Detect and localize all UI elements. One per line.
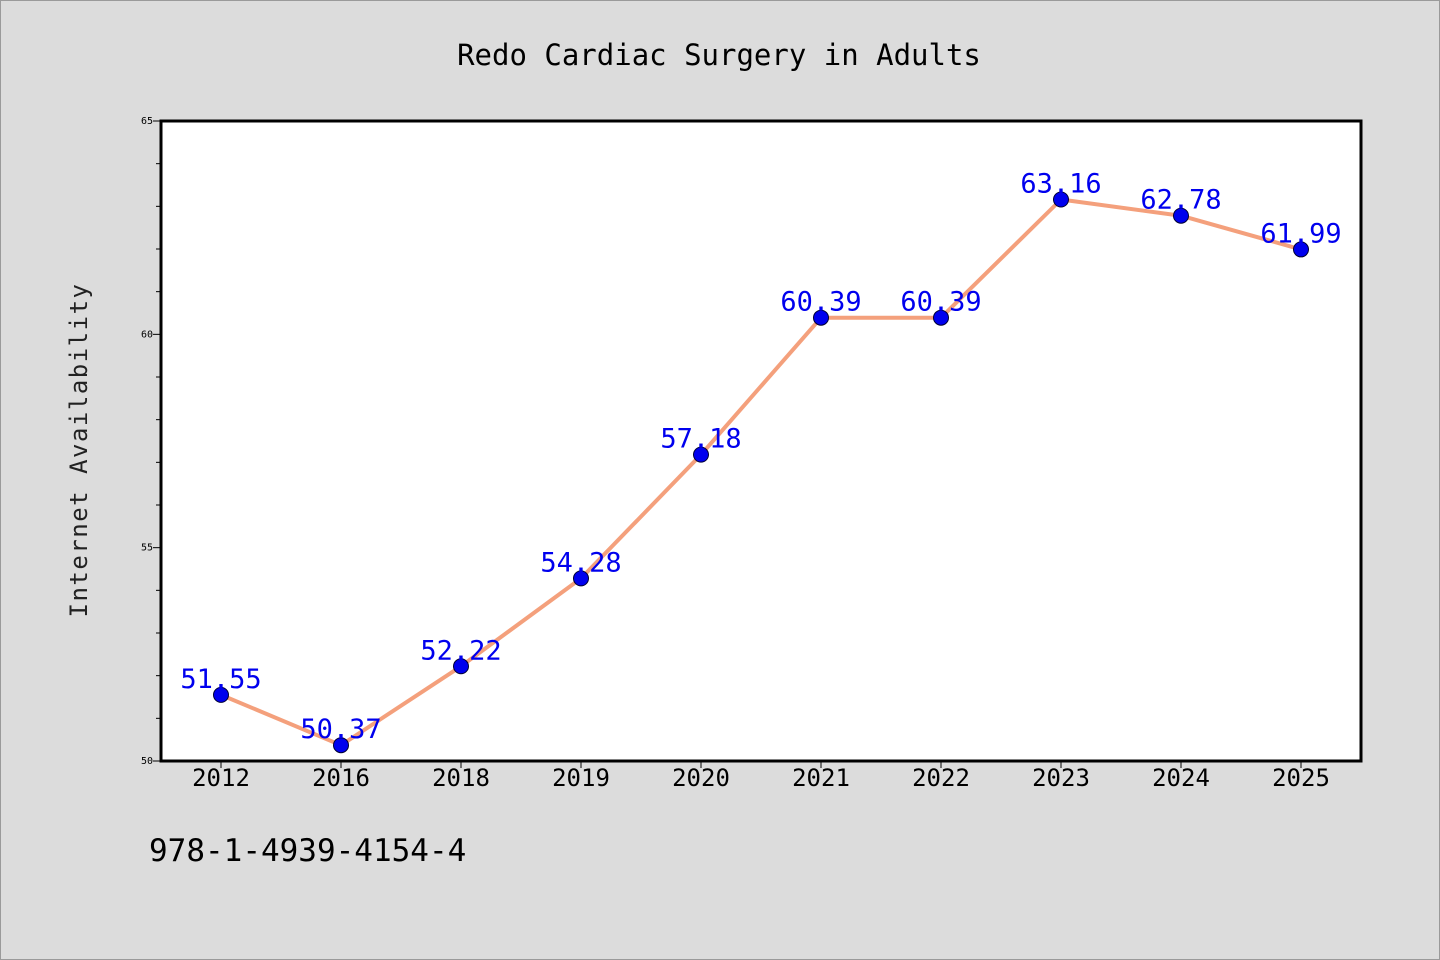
series-line-group — [220, 197, 1302, 748]
y-tick-label: 55 — [141, 543, 153, 554]
data-point — [813, 309, 829, 326]
x-tick-label: 2025 — [1272, 764, 1330, 792]
y-tick-label: 50 — [141, 756, 153, 767]
data-point — [1293, 241, 1309, 258]
data-point — [573, 570, 589, 587]
y-tick-label: 60 — [141, 329, 153, 340]
x-tick-label: 2020 — [672, 764, 730, 792]
data-point — [933, 309, 949, 326]
data-point — [453, 658, 469, 675]
data-point — [333, 737, 349, 754]
isbn-caption: 978-1-4939-4154-4 — [149, 833, 467, 869]
x-tick-label: 2023 — [1032, 764, 1090, 792]
data-point — [1173, 207, 1189, 224]
data-point — [1053, 191, 1069, 208]
data-point — [693, 446, 709, 463]
data-label-group: 51.55 50.37 52.22 54.28 57.18 60.39 60.39 63.16… — [180, 169, 1341, 746]
marker-group — [213, 191, 1309, 754]
x-axis: 2012 2016 2018 2019 2020 2021 2022 2023 2024 2025 — [192, 761, 1330, 792]
line-chart: Redo Cardiac Surgery in Adults Internet … — [65, 38, 1363, 792]
y-axis: 50 55 60 65 — [141, 116, 161, 767]
chart-title: Redo Cardiac Surgery in Adults — [457, 38, 981, 72]
data-point — [213, 686, 229, 703]
x-tick-label: 2016 — [312, 764, 370, 792]
x-tick-label: 2019 — [552, 764, 610, 792]
data-label: 60.39 — [900, 287, 981, 318]
data-label: 52.22 — [420, 635, 501, 666]
x-tick-label: 2022 — [912, 764, 970, 792]
data-label: 60.39 — [780, 287, 861, 318]
x-tick-label: 2021 — [792, 764, 850, 792]
data-label: 50.37 — [300, 714, 381, 745]
y-tick-label: 65 — [141, 116, 153, 127]
data-label: 54.28 — [540, 547, 621, 578]
x-tick-label: 2024 — [1152, 764, 1210, 792]
data-label: 51.55 — [180, 664, 261, 695]
data-label: 61.99 — [1260, 218, 1341, 249]
data-label: 62.78 — [1140, 185, 1221, 216]
data-label: 57.18 — [660, 424, 741, 455]
series-line — [220, 197, 1302, 748]
y-axis-label: Internet Availability — [65, 283, 93, 618]
x-tick-label: 2012 — [192, 764, 250, 792]
data-label: 63.16 — [1020, 169, 1101, 200]
plot-area — [159, 119, 1363, 763]
x-tick-label: 2018 — [432, 764, 490, 792]
